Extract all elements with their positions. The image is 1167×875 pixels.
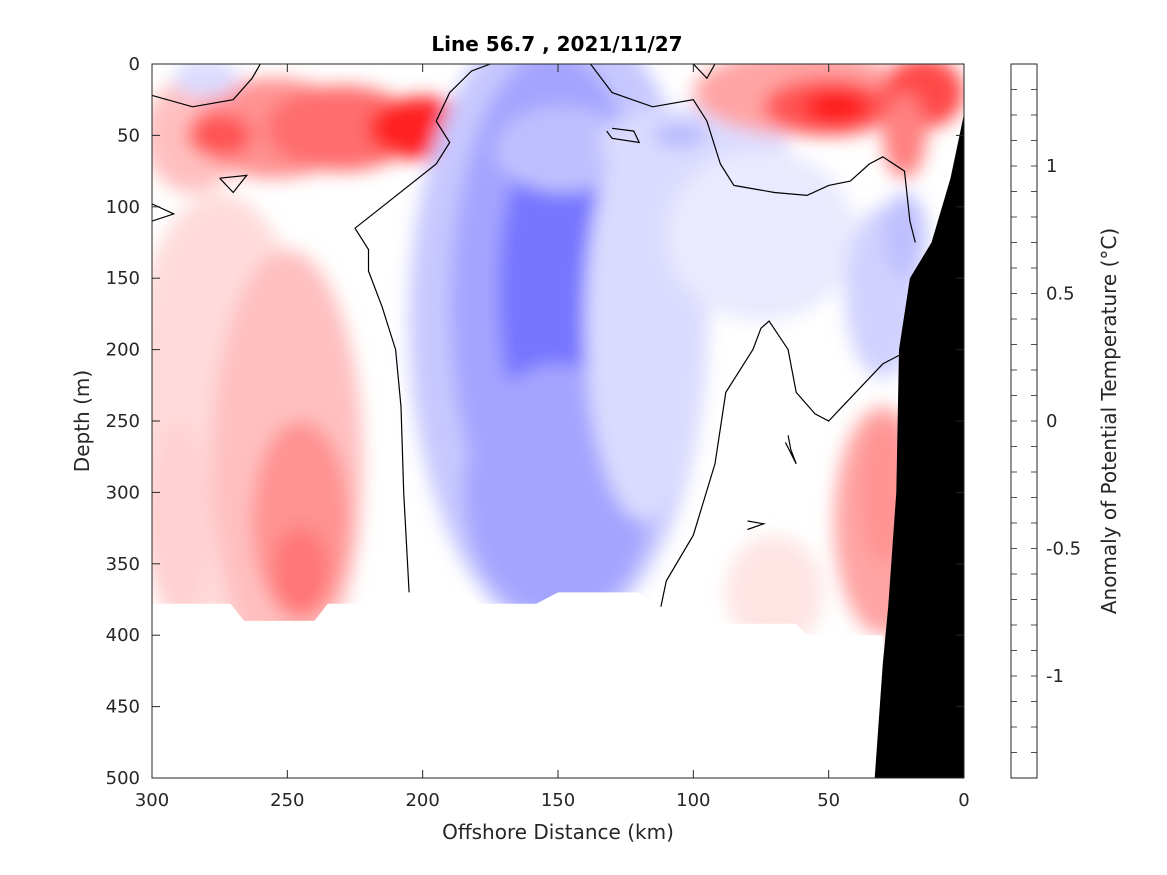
anomaly-patch bbox=[804, 89, 870, 124]
anomaly-patch bbox=[861, 421, 905, 564]
y-tick-label: 200 bbox=[106, 340, 140, 361]
colorbar-tick-label: -1 bbox=[1046, 666, 1064, 687]
anomaly-patch bbox=[652, 123, 707, 147]
colorbar-tick-label: -0.5 bbox=[1046, 539, 1081, 560]
x-axis: 300 250 200 150 100 50 0 bbox=[135, 64, 970, 811]
anomaly-patch bbox=[585, 121, 705, 521]
zero-contour bbox=[747, 520, 767, 531]
zero-contours bbox=[152, 64, 916, 607]
zero-contour bbox=[152, 64, 261, 108]
plot-area bbox=[152, 64, 964, 778]
colorbar-tick-label: 0.5 bbox=[1046, 284, 1075, 305]
anomaly-patch bbox=[187, 113, 253, 157]
y-tick-label: 350 bbox=[106, 554, 140, 575]
x-tick-label: 200 bbox=[405, 790, 439, 811]
colorbar-frame bbox=[1010, 63, 1038, 779]
y-tick-label: 250 bbox=[106, 411, 140, 432]
x-tick-label: 0 bbox=[958, 790, 969, 811]
anomaly-patch bbox=[725, 535, 824, 650]
x-tick-label: 250 bbox=[270, 790, 304, 811]
colorbar-tick-label: 0 bbox=[1046, 411, 1057, 432]
y-tick-label: 500 bbox=[106, 768, 140, 789]
bathymetry bbox=[874, 114, 964, 778]
zero-contour bbox=[606, 127, 641, 144]
y-tick-label: 300 bbox=[106, 482, 140, 503]
x-tick-label: 50 bbox=[817, 790, 840, 811]
anomaly-patch bbox=[273, 528, 328, 614]
colorbar-tick-label: 1 bbox=[1046, 156, 1057, 177]
zero-contour bbox=[354, 64, 491, 593]
anomaly-patch bbox=[265, 85, 418, 172]
y-tick-label: 50 bbox=[117, 125, 140, 146]
x-tick-label: 100 bbox=[676, 790, 710, 811]
y-tick-label: 400 bbox=[106, 625, 140, 646]
y-axis: 0 50 100 150 200 250 300 350 400 450 500 bbox=[106, 54, 964, 789]
anomaly-patch bbox=[173, 64, 239, 99]
zero-contour bbox=[590, 64, 916, 243]
anomaly-patch bbox=[666, 149, 856, 322]
x-axis-label: Offshore Distance (km) bbox=[442, 820, 674, 844]
colorbar-label: Anomaly of Potential Temperature (°C) bbox=[1097, 228, 1121, 614]
no-data-mask bbox=[152, 592, 883, 778]
anomaly-patch bbox=[495, 106, 632, 193]
y-tick-label: 100 bbox=[106, 197, 140, 218]
anomaly-patch bbox=[882, 92, 927, 179]
y-tick-label: 450 bbox=[106, 697, 140, 718]
zero-contour bbox=[660, 320, 911, 607]
y-tick-label: 150 bbox=[106, 268, 140, 289]
zero-contour bbox=[784, 435, 797, 465]
y-axis-label: Depth (m) bbox=[70, 370, 94, 472]
x-tick-label: 300 bbox=[135, 790, 169, 811]
colorbar: 1 0.5 0 -0.5 -1 bbox=[1010, 63, 1081, 779]
anomaly-patch bbox=[882, 192, 927, 279]
anomaly-patch bbox=[152, 421, 212, 621]
y-tick-label: 0 bbox=[129, 54, 140, 75]
zero-contour bbox=[219, 174, 249, 194]
chart-title: Line 56.7 , 2021/11/27 bbox=[431, 32, 682, 56]
zero-contour bbox=[692, 64, 716, 80]
x-tick-label: 150 bbox=[541, 790, 575, 811]
